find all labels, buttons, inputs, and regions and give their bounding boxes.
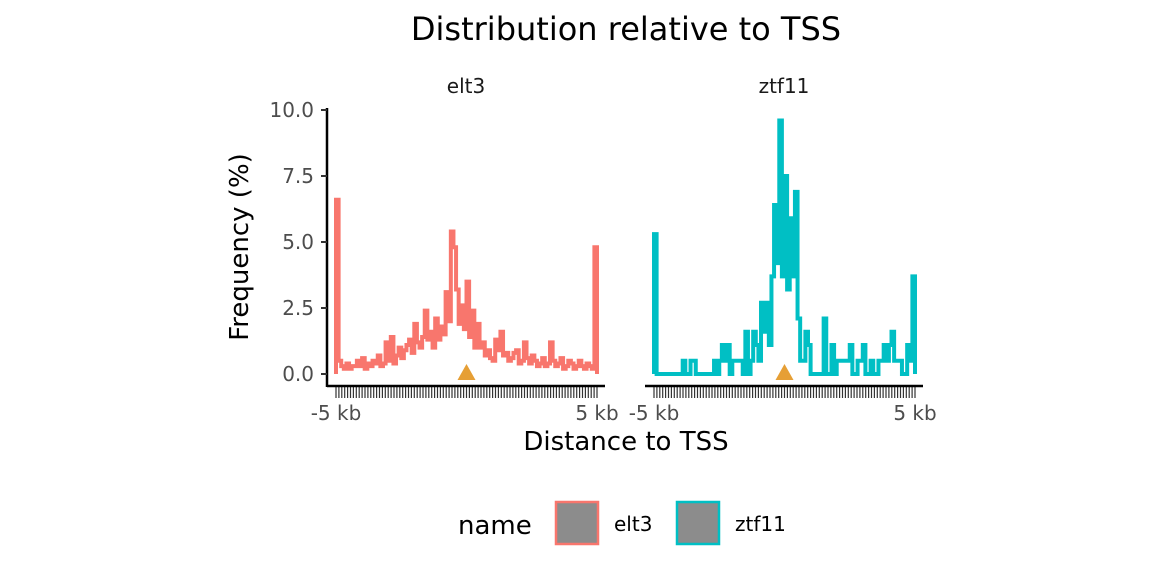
panel-ztf11: ztf11 -5 kb 5 kb [629,74,937,425]
panel-elt3: elt3 -5 kb 5 kb [311,74,619,425]
y-tick-label: 5.0 [282,230,314,254]
legend-label-ztf11: ztf11 [735,512,786,536]
rug-ticks-ztf11 [653,386,916,398]
tss-marker-ztf11 [775,364,794,380]
series-line-elt3 [334,197,599,374]
legend-title: name [458,511,532,541]
panel-label-ztf11: ztf11 [759,74,810,98]
y-tick-label: 0.0 [282,362,314,386]
y-tick-label: 7.5 [282,164,314,188]
rug-ticks-elt3 [335,386,598,398]
y-tick-label: 2.5 [282,296,314,320]
chart-title: Distribution relative to TSS [411,10,841,48]
legend-key-ztf11 [675,500,721,546]
legend-label-elt3: elt3 [614,512,652,536]
y-axis-title: Frequency (%) [225,153,255,341]
x-tick-label-max-ztf11: 5 kb [893,401,936,425]
legend: name elt3 ztf11 [458,500,786,546]
y-tick-label: 10.0 [269,98,314,122]
panel-label-elt3: elt3 [447,74,485,98]
x-tick-label-min-ztf11: -5 kb [629,401,680,425]
x-axis-title: Distance to TSS [523,427,728,457]
x-tick-label-min-elt3: -5 kb [311,401,362,425]
legend-key-elt3 [554,500,600,546]
series-line-ztf11 [652,118,917,376]
x-tick-label-max-elt3: 5 kb [575,401,618,425]
y-axis: 0.0 2.5 5.0 7.5 10.0 [269,98,327,386]
tss-marker-elt3 [457,364,476,380]
